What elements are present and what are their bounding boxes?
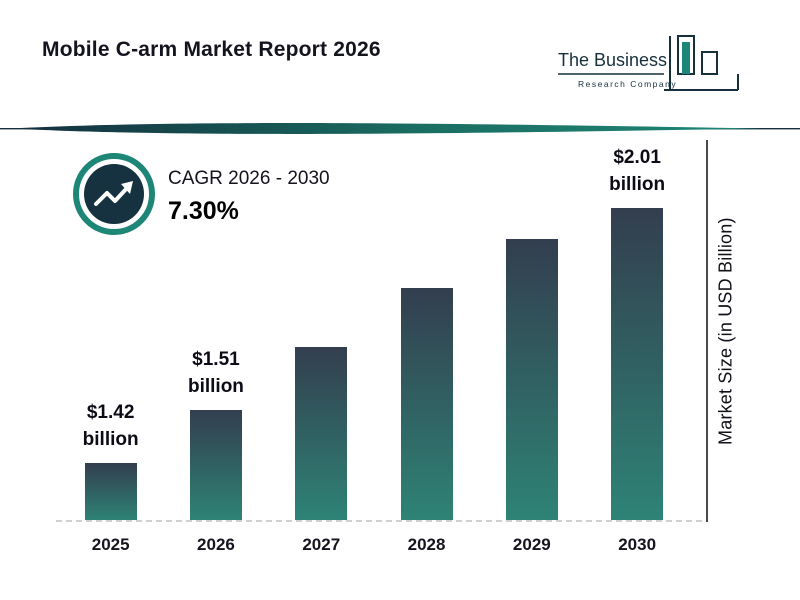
cagr-value: 7.30% bbox=[168, 197, 239, 225]
bar-2027 bbox=[295, 347, 348, 520]
logo-text-line1: The Business bbox=[558, 50, 667, 70]
cagr-label: CAGR 2026 - 2030 bbox=[168, 168, 330, 189]
x-tick-2028: 2028 bbox=[407, 535, 446, 554]
cagr-trend-icon bbox=[73, 153, 155, 235]
divider-line bbox=[0, 123, 800, 134]
bar-column-2027 bbox=[269, 338, 374, 520]
bar-chart: $1.42 billion $1.51 billion $2.01 billion … bbox=[56, 136, 702, 555]
x-tick-2025: 2025 bbox=[91, 535, 130, 554]
bar-value-label-2026: $1.51 billion bbox=[187, 348, 244, 398]
bar-2028 bbox=[400, 288, 453, 520]
bars-row: $1.42 billion $1.51 billion $2.01 billion bbox=[58, 136, 690, 520]
x-tick-2030: 2030 bbox=[618, 535, 657, 554]
x-tick-2029: 2029 bbox=[512, 535, 551, 554]
x-tick-2026: 2026 bbox=[197, 535, 235, 554]
y-axis-line bbox=[706, 140, 708, 522]
bar-value-label-2030: $2.01 billion bbox=[609, 146, 666, 196]
y-axis-title: Market Size (in USD Billion) bbox=[715, 217, 736, 445]
bar-2029 bbox=[505, 239, 558, 520]
x-tick-2027: 2027 bbox=[302, 535, 341, 554]
x-axis-baseline bbox=[56, 520, 702, 522]
bar-2026 bbox=[189, 410, 242, 520]
company-logo: The Business Research Company bbox=[558, 35, 739, 91]
logo-text-line2: Research Company bbox=[578, 79, 677, 89]
page-title: Mobile C-arm Market Report 2026 bbox=[42, 38, 381, 61]
bar-column-2028 bbox=[374, 279, 479, 520]
bar-column-2026: $1.51 billion bbox=[163, 346, 268, 520]
cagr-block: CAGR 2026 - 2030 7.30% bbox=[168, 168, 330, 226]
bar-column-2030: $2.01 billion bbox=[584, 144, 689, 520]
bar-column-2029 bbox=[479, 230, 584, 520]
bar-2030 bbox=[611, 208, 664, 520]
bar-column-2025: $1.42 billion bbox=[58, 399, 163, 520]
logo-bars-icon bbox=[664, 35, 739, 91]
x-axis-labels: 2025 2026 2027 2028 2029 2030 bbox=[58, 535, 690, 555]
bar-2025 bbox=[84, 463, 137, 520]
bar-value-label-2025: $1.42 billion bbox=[82, 401, 139, 451]
